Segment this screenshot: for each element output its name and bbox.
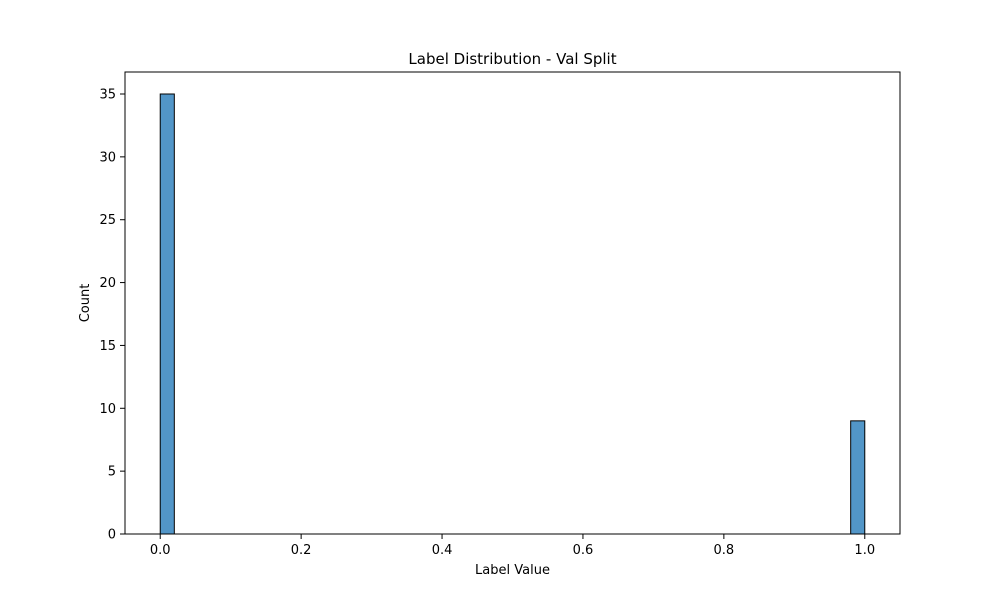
y-tick-label: 25	[99, 213, 116, 228]
y-tick-label: 5	[108, 465, 116, 480]
y-tick-label: 35	[99, 88, 116, 103]
x-tick-label: 0.2	[291, 543, 312, 558]
x-tick-label: 1.0	[854, 543, 875, 558]
chart-title: Label Distribution - Val Split	[408, 50, 616, 68]
x-tick-label: 0.4	[432, 543, 453, 558]
x-axis-label: Label Value	[475, 563, 550, 578]
x-axis-ticks: 0.0 0.2 0.4 0.6 0.8 1.0	[150, 534, 875, 558]
y-tick-label: 20	[99, 276, 116, 291]
x-tick-label: 0.8	[714, 543, 735, 558]
y-tick-label: 30	[99, 150, 116, 165]
y-axis-label: Count	[78, 284, 93, 323]
bars-group	[159, 93, 866, 535]
histogram-bar-0	[159, 93, 175, 535]
y-tick-label: 10	[99, 402, 116, 417]
y-tick-label: 0	[108, 528, 116, 543]
x-tick-label: 0.0	[150, 543, 171, 558]
plot-area-frame	[124, 71, 901, 535]
histogram-bar-1	[850, 420, 866, 535]
y-tick-label: 15	[99, 339, 116, 354]
x-tick-label: 0.6	[573, 543, 594, 558]
y-axis-ticks: 0 5 10 15 20 25 30 35	[99, 88, 125, 543]
